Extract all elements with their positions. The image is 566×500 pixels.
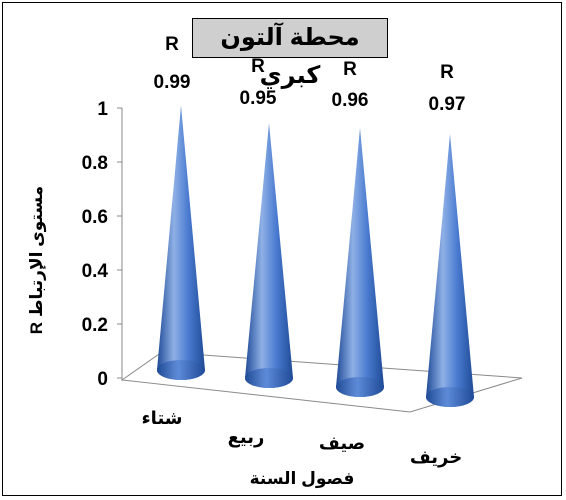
cone-body — [426, 133, 474, 408]
chart-floor — [120, 351, 523, 413]
x-category-label: شتاء — [141, 408, 182, 428]
y-tick-label: 0.4 — [82, 261, 109, 282]
data-label-value: 0.95 — [240, 88, 277, 109]
cone-base — [157, 360, 205, 380]
cone-base — [336, 377, 384, 397]
chart-frame — [2, 2, 562, 496]
data-label-r: R — [165, 34, 179, 55]
x-category-label: خريف — [410, 447, 462, 468]
cone-bar — [336, 127, 384, 398]
y-axis-title: مستوى الإرتباط R — [27, 186, 47, 334]
y-tick-label: 0 — [97, 369, 108, 390]
x-category-label: ربيع — [228, 427, 265, 448]
data-label-r: R — [343, 59, 357, 80]
cone-base — [245, 368, 293, 388]
x-category-label: صيف — [319, 433, 365, 453]
data-label-value: 0.97 — [429, 94, 466, 115]
cone-base — [426, 387, 474, 407]
cone-bar — [157, 105, 205, 381]
x-axis-title: فصول السنة — [250, 469, 355, 489]
y-tick-label: 0.6 — [82, 207, 108, 228]
cone-body — [157, 105, 205, 381]
data-label-r: R — [440, 62, 454, 83]
cone-bar — [426, 133, 474, 408]
cone-bar — [245, 122, 293, 388]
data-label-value: 0.99 — [154, 72, 191, 93]
data-label-value: 0.96 — [332, 90, 369, 111]
data-label-r: R — [251, 56, 265, 77]
y-tick-label: 0.8 — [82, 153, 108, 174]
cone-body — [336, 127, 384, 398]
y-tick-label: 1 — [97, 99, 108, 120]
chart-title: محطة آلتون كبري — [192, 18, 388, 89]
cone-body — [245, 122, 293, 388]
y-tick-label: 0.2 — [82, 315, 108, 336]
